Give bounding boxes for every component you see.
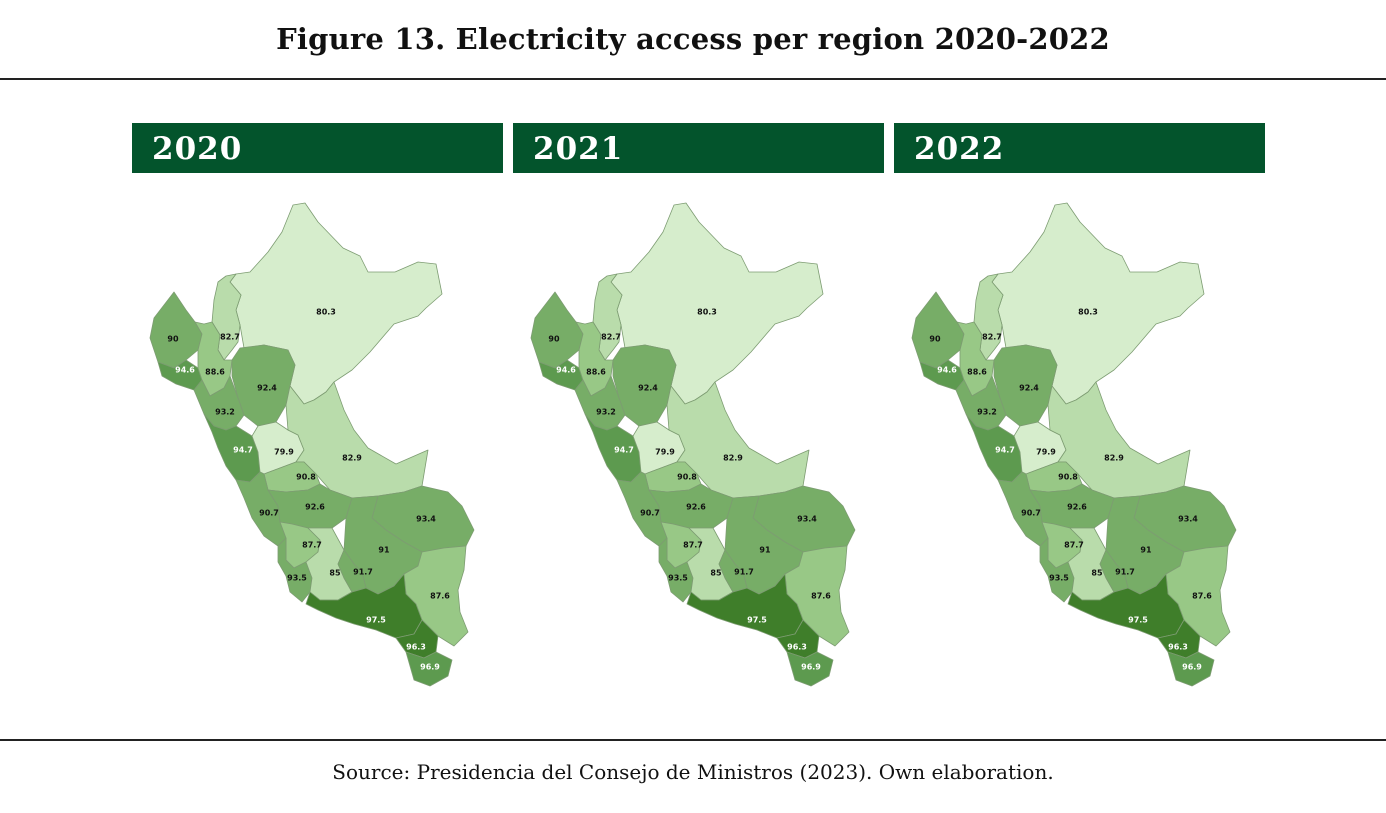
region-apurimac	[1099, 549, 1129, 593]
source-note: Source: Presidencia del Consejo de Minis…	[332, 760, 1054, 784]
region-label-lima: 90.7	[640, 509, 660, 518]
region-label-huanuco: 79.9	[1036, 448, 1056, 457]
region-label-la-libertad: 93.2	[596, 408, 616, 417]
region-label-madre-de-dios: 93.4	[416, 515, 436, 524]
region-apurimac	[718, 549, 748, 593]
region-label-loreto: 80.3	[697, 308, 717, 317]
region-tacna	[786, 651, 834, 687]
region-label-ica: 93.5	[1049, 574, 1069, 583]
region-piura	[149, 291, 203, 369]
region-label-apurimac: 91.7	[1115, 568, 1135, 577]
peru-map-2022: 80.3 82.7 90 94.6 88.6 92.4 93.2 94.7 79.9 82.9 90…	[911, 202, 1237, 687]
region-label-ayacucho: 85	[710, 569, 722, 578]
year-header-2022: 2022	[894, 123, 1265, 173]
region-arequipa	[686, 573, 804, 639]
region-label-ica: 93.5	[668, 574, 688, 583]
region-label-tacna: 96.9	[1182, 663, 1202, 672]
region-label-amazonas: 82.7	[601, 333, 621, 342]
region-label-cajamarca: 88.6	[205, 368, 225, 377]
region-label-madre-de-dios: 93.4	[1178, 515, 1198, 524]
region-label-lima: 90.7	[259, 509, 279, 518]
region-label-moquegua: 96.3	[406, 643, 426, 652]
region-tacna	[1167, 651, 1215, 687]
region-arequipa	[305, 573, 423, 639]
region-label-amazonas: 82.7	[982, 333, 1002, 342]
region-label-moquegua: 96.3	[787, 643, 807, 652]
region-label-ancash: 94.7	[614, 446, 634, 455]
region-label-puno: 87.6	[1192, 592, 1212, 601]
region-label-cusco: 91	[759, 546, 771, 555]
peru-map-2021: 80.3 82.7 90 94.6 88.6 92.4 93.2 94.7 79.9 82.9 90…	[530, 202, 856, 687]
region-label-cusco: 91	[378, 546, 390, 555]
region-label-loreto: 80.3	[316, 308, 336, 317]
map-panel-2021: 80.3 82.7 90 94.6 88.6 92.4 93.2 94.7 79.9 82.9 90…	[521, 200, 881, 700]
region-label-ancash: 94.7	[995, 446, 1015, 455]
region-label-moquegua: 96.3	[1168, 643, 1188, 652]
region-label-puno: 87.6	[430, 592, 450, 601]
region-label-lambayeque: 94.6	[937, 366, 957, 375]
figure-title: Figure 13. Electricity access per region…	[276, 22, 1110, 56]
map-panel-2022: 80.3 82.7 90 94.6 88.6 92.4 93.2 94.7 79.9 82.9 90…	[902, 200, 1262, 700]
region-tacna	[405, 651, 453, 687]
region-piura	[911, 291, 965, 369]
region-label-huancavelica: 87.7	[1064, 541, 1084, 550]
region-label-apurimac: 91.7	[734, 568, 754, 577]
region-lambayeque	[919, 359, 965, 391]
region-label-huancavelica: 87.7	[302, 541, 322, 550]
region-piura	[530, 291, 584, 369]
region-label-tacna: 96.9	[801, 663, 821, 672]
map-panel-2020: 80.3 82.7 90 94.6 88.6 92.4 93.2 94.7 79.9 82.9 90…	[140, 200, 500, 700]
region-label-san-martin: 92.4	[638, 384, 658, 393]
region-label-la-libertad: 93.2	[215, 408, 235, 417]
region-label-piura: 90	[548, 335, 560, 344]
region-label-san-martin: 92.4	[257, 384, 277, 393]
region-label-lima: 90.7	[1021, 509, 1041, 518]
region-label-ancash: 94.7	[233, 446, 253, 455]
region-label-pasco: 90.8	[677, 473, 697, 482]
region-label-junin: 92.6	[305, 503, 325, 512]
region-label-amazonas: 82.7	[220, 333, 240, 342]
region-label-tacna: 96.9	[420, 663, 440, 672]
region-label-pasco: 90.8	[1058, 473, 1078, 482]
bottom-divider	[0, 739, 1386, 741]
top-divider	[0, 78, 1386, 80]
year-header-2020: 2020	[132, 123, 503, 173]
region-label-loreto: 80.3	[1078, 308, 1098, 317]
region-label-arequipa: 97.5	[1128, 616, 1148, 625]
region-apurimac	[337, 549, 367, 593]
region-label-cajamarca: 88.6	[586, 368, 606, 377]
peru-map-2020: 80.3 82.7 90 94.6 88.6 92.4 93.2 94.7 79.9 82.9 90…	[149, 202, 475, 687]
region-label-junin: 92.6	[1067, 503, 1087, 512]
region-label-lambayeque: 94.6	[556, 366, 576, 375]
region-label-cusco: 91	[1140, 546, 1152, 555]
region-label-junin: 92.6	[686, 503, 706, 512]
region-label-cajamarca: 88.6	[967, 368, 987, 377]
region-label-ayacucho: 85	[1091, 569, 1103, 578]
region-label-piura: 90	[929, 335, 941, 344]
region-label-san-martin: 92.4	[1019, 384, 1039, 393]
region-lambayeque	[157, 359, 203, 391]
region-label-puno: 87.6	[811, 592, 831, 601]
region-label-arequipa: 97.5	[747, 616, 767, 625]
region-label-huanuco: 79.9	[274, 448, 294, 457]
region-label-piura: 90	[167, 335, 179, 344]
region-label-ayacucho: 85	[329, 569, 341, 578]
region-label-arequipa: 97.5	[366, 616, 386, 625]
region-label-pasco: 90.8	[296, 473, 316, 482]
region-label-lambayeque: 94.6	[175, 366, 195, 375]
region-label-huanuco: 79.9	[655, 448, 675, 457]
region-label-ucayali: 82.9	[1104, 454, 1124, 463]
region-lambayeque	[538, 359, 584, 391]
region-label-apurimac: 91.7	[353, 568, 373, 577]
region-label-madre-de-dios: 93.4	[797, 515, 817, 524]
region-label-ucayali: 82.9	[723, 454, 743, 463]
region-label-huancavelica: 87.7	[683, 541, 703, 550]
year-header-2021: 2021	[513, 123, 884, 173]
region-label-la-libertad: 93.2	[977, 408, 997, 417]
region-label-ica: 93.5	[287, 574, 307, 583]
region-label-ucayali: 82.9	[342, 454, 362, 463]
region-arequipa	[1067, 573, 1185, 639]
